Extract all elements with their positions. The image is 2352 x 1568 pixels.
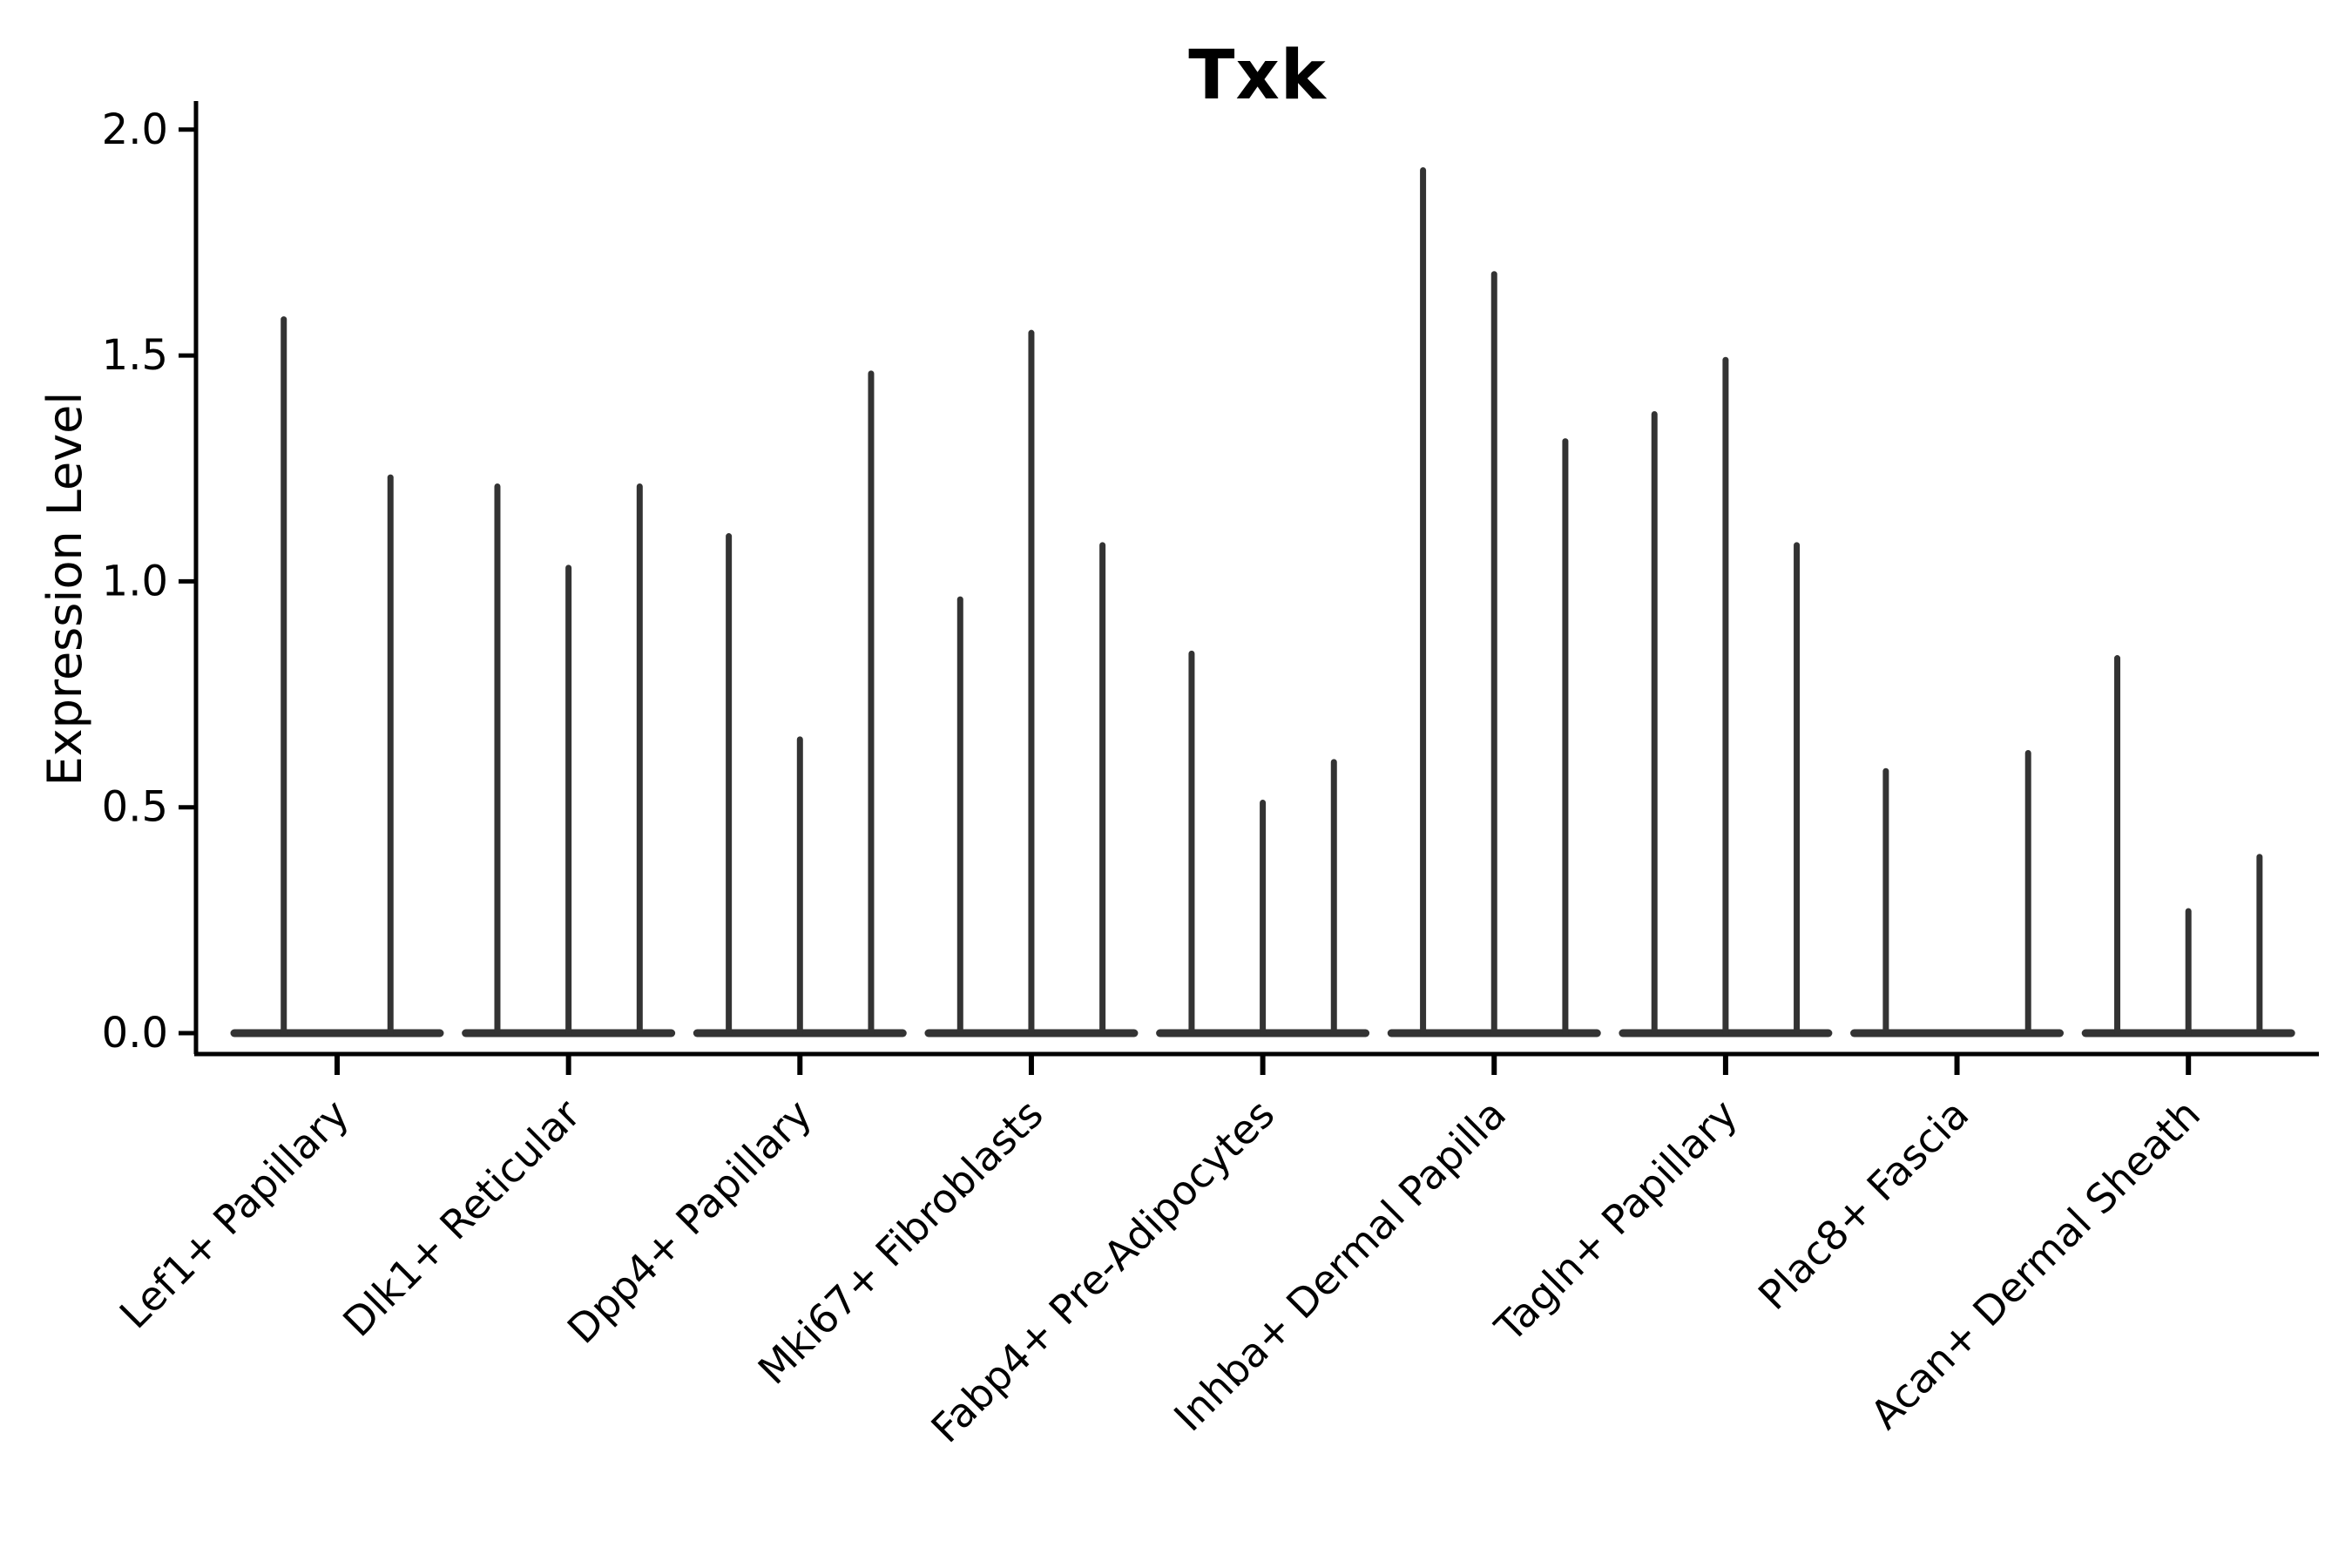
y-tick-label: 2.0: [102, 105, 168, 154]
violin-baseline: [230, 1029, 444, 1037]
y-tick-label: 0.0: [102, 1009, 168, 1058]
y-tick-label: 0.5: [102, 783, 168, 832]
violin-baseline: [1850, 1029, 2065, 1037]
y-tick-label: 1.5: [102, 331, 168, 380]
chart-title: Txk: [1188, 37, 1327, 115]
y-tick-label: 1.0: [102, 557, 168, 605]
x-tick-label: Plac8+ Fascia: [1749, 1091, 1977, 1319]
x-tick-label: Dpp4+ Papillary: [558, 1091, 821, 1353]
x-tick-label: Tagln+ Papillary: [1485, 1091, 1747, 1352]
x-tick-label: Lef1+ Papillary: [111, 1091, 358, 1338]
x-tick-label: Dlk1+ Reticular: [334, 1091, 589, 1346]
